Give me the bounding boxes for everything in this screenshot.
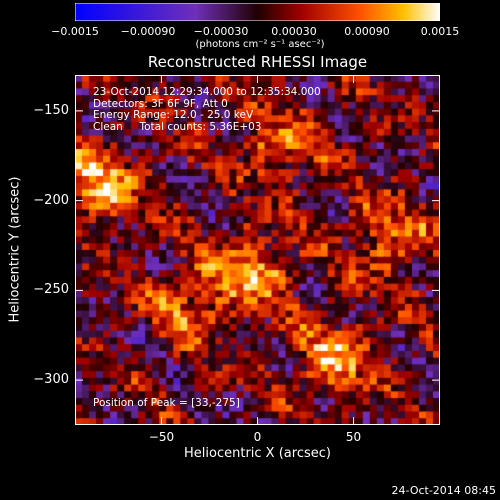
colorbar: [75, 3, 440, 21]
colorbar-tick-label: −0.00090: [120, 25, 176, 38]
colorbar-tick-label: −0.00030: [193, 25, 249, 38]
colorbar-tick-label: 0.0015: [420, 25, 460, 38]
colorbar-tick-label: 0.00090: [344, 25, 390, 38]
x-axis-label: Heliocentric X (arcsec): [184, 446, 331, 461]
x-tick-label: −50: [148, 430, 175, 444]
annotation-clean-counts: Clean Total counts: 5.36E+03: [93, 120, 262, 133]
chart-title: Reconstructed RHESSI Image: [147, 53, 368, 71]
y-tick-label: −200: [33, 192, 69, 208]
colorbar-unit-label: (photons cm⁻² s⁻¹ asec⁻²): [195, 39, 325, 50]
heatmap-image: [75, 75, 440, 425]
timestamp: 24-Oct-2014 08:45: [391, 484, 496, 497]
annotation-time-range: 23-Oct-2014 12:29:34.000 to 12:35:34.000: [93, 86, 321, 98]
colorbar-tick-label: −0.0015: [51, 25, 99, 38]
colorbar-tick-label: 0.00030: [271, 25, 317, 38]
x-tick-label: 50: [345, 430, 362, 444]
peak-position-label: Position of Peak = [33,-275]: [93, 397, 240, 409]
annotation-energy-range: Energy Range: 12.0 - 25.0 keV: [93, 109, 254, 121]
y-tick-label: −250: [33, 282, 69, 298]
y-axis-label: Heliocentric Y (arcsec): [7, 176, 23, 323]
y-tick-label: −150: [33, 102, 69, 118]
y-tick-label: −300: [33, 372, 69, 388]
colorbar-gradient: [75, 3, 440, 21]
x-tick-label: 0: [253, 430, 262, 444]
annotation-detectors: Detectors: 3F 6F 9F, Att 0: [93, 97, 228, 110]
plot-frame: [75, 75, 440, 425]
